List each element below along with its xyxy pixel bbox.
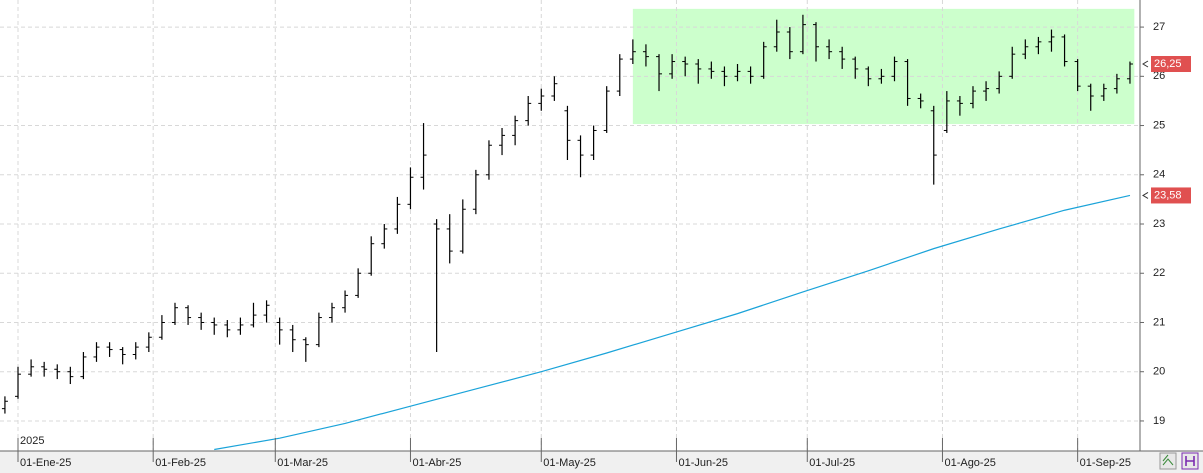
x-tick-label: 01-Feb-25 — [155, 457, 206, 469]
x-tick-label: 01-Abr-25 — [412, 457, 461, 469]
y-tick-label: 20 — [1153, 366, 1165, 378]
x-tick-label: 01-Mar-25 — [277, 457, 328, 469]
y-tick-label: 21 — [1153, 316, 1165, 328]
x-tick-label: 01-Jul-25 — [809, 457, 855, 469]
price-tag — [1151, 56, 1191, 73]
x-axis-band — [0, 451, 1203, 473]
x-tick-label: 01-Jun-25 — [678, 457, 728, 469]
y-tick-label: 27 — [1153, 21, 1165, 33]
y-tick-label: 24 — [1153, 169, 1165, 181]
plot-area — [0, 0, 1140, 451]
x-tick-label: 01-Sep-25 — [1080, 457, 1131, 469]
x-tick-label: 01-Ago-25 — [944, 457, 995, 469]
price-tag — [1151, 187, 1191, 204]
y-tick-label: 25 — [1153, 119, 1165, 131]
tag-arrow — [1142, 192, 1149, 199]
h-icon — [1185, 456, 1195, 466]
zoom-icon — [1162, 454, 1174, 466]
y-tick-label: 23 — [1153, 218, 1165, 230]
price-tag-label: 26,25 — [1154, 58, 1182, 70]
zoom-button[interactable] — [1159, 452, 1177, 470]
highlight-zone — [632, 8, 1135, 125]
y-tick-label: 19 — [1153, 415, 1165, 427]
price-tag-label: 23,58 — [1154, 189, 1182, 201]
tag-arrow — [1142, 60, 1149, 68]
y-tick-label: 22 — [1153, 267, 1165, 279]
year-label: 2025 — [20, 435, 44, 447]
x-tick-label: 01-May-25 — [543, 457, 596, 469]
average-line — [214, 194, 1131, 451]
y-tick-label: 26 — [1153, 70, 1165, 82]
x-tick-label: 01-Ene-25 — [20, 457, 71, 469]
